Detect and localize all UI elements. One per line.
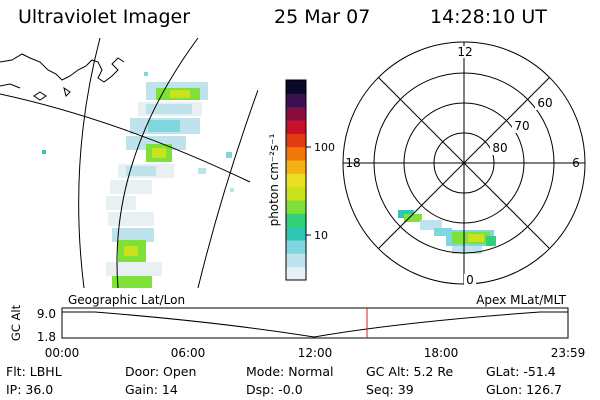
status-mode: Mode: Normal — [246, 364, 334, 379]
colorbar: 100 10 photon cm⁻²s⁻¹ — [267, 79, 335, 281]
mlt-label-18: 18 — [345, 156, 360, 170]
status-dsp: Dsp: -0.0 — [246, 382, 303, 397]
altitude-timeline: Geographic Lat/Lon Apex MLat/MLT GC Alt … — [9, 293, 585, 360]
colorbar-band — [286, 253, 306, 268]
colorbar-band — [286, 200, 306, 214]
lat-grid-arc-inner — [78, 38, 101, 288]
timeline-xtick-2: 12:00 — [298, 346, 333, 360]
polar-aurora — [398, 210, 496, 254]
status-glon: GLon: 126.7 — [486, 382, 562, 397]
colorbar-band — [286, 80, 306, 94]
lat-label-80: 80 — [492, 141, 507, 155]
timeline-xtick-3: 18:00 — [424, 346, 459, 360]
altitude-curve — [62, 311, 568, 338]
colorbar-band — [286, 106, 306, 121]
status-gc-alt: GC Alt: 5.2 Re — [366, 364, 454, 379]
status-door: Door: Open — [125, 364, 197, 379]
timeline-xtick-0: 00:00 — [45, 346, 80, 360]
aurora-band — [42, 72, 234, 288]
status-ip: IP: 36.0 — [6, 382, 54, 397]
timeline-right-title: Apex MLat/MLT — [476, 293, 566, 307]
lat-grid-arc-mid — [116, 38, 199, 288]
status-gain: Gain: 14 — [125, 382, 178, 397]
colorbar-band — [286, 266, 306, 281]
colorbar-band — [286, 186, 306, 201]
colorbar-band — [286, 146, 306, 161]
date-label: 25 Mar 07 — [274, 6, 371, 28]
colorbar-tick-10: 10 — [314, 229, 328, 242]
status-filter: Flt: LBHL — [6, 364, 62, 379]
app-title: Ultraviolet Imager — [18, 6, 191, 28]
status-glat: GLat: -51.4 — [486, 364, 556, 379]
colorbar-band — [286, 133, 306, 148]
status-seq: Seq: 39 — [366, 382, 414, 397]
timeline-ytick-top: 9.0 — [37, 307, 56, 321]
colorbar-band — [286, 120, 306, 134]
timeline-xtick-4: 23:59 — [551, 346, 586, 360]
coastline — [0, 53, 125, 101]
colorbar-band — [286, 226, 306, 241]
lat-label-60: 60 — [537, 96, 552, 110]
colorbar-band — [286, 240, 306, 254]
colorbar-band — [286, 93, 306, 108]
colorbar-band — [286, 213, 306, 228]
polar-plot: 12 18 6 0 60 70 80 — [342, 41, 586, 287]
mlt-label-6: 6 — [572, 156, 580, 170]
colorbar-tick-100: 100 — [314, 141, 335, 154]
lat-grid-arc-outer — [197, 89, 258, 288]
mlt-label-0: 0 — [466, 273, 474, 287]
time-label: 14:28:10 UT — [430, 6, 547, 28]
lat-label-70: 70 — [514, 119, 529, 133]
lon-grid-line — [0, 93, 251, 183]
timeline-left-title: Geographic Lat/Lon — [68, 293, 185, 307]
geographic-image-panel — [0, 38, 258, 288]
timeline-frame — [61, 307, 569, 339]
timeline-ylabel: GC Alt — [9, 304, 23, 341]
timeline-ytick-bottom: 1.8 — [37, 330, 56, 344]
colorbar-band — [286, 160, 306, 174]
mlt-label-12: 12 — [457, 45, 472, 59]
timeline-xtick-1: 06:00 — [171, 346, 206, 360]
colorbar-band — [286, 173, 306, 188]
colorbar-unit-label: photon cm⁻²s⁻¹ — [267, 133, 281, 226]
